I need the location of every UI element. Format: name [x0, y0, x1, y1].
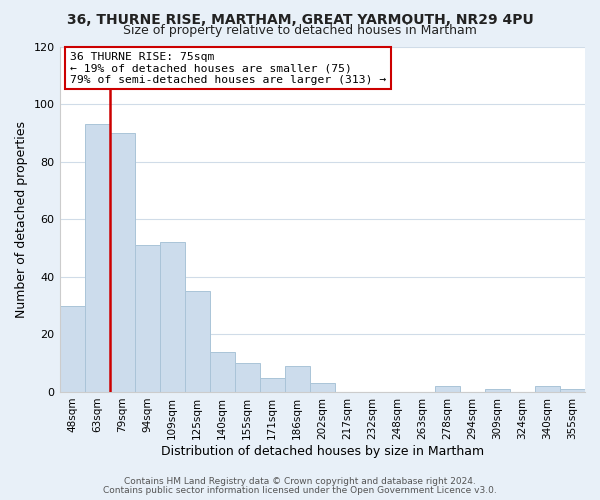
Text: 36 THURNE RISE: 75sqm
← 19% of detached houses are smaller (75)
79% of semi-deta: 36 THURNE RISE: 75sqm ← 19% of detached … — [70, 52, 386, 85]
Bar — [134, 245, 160, 392]
Bar — [310, 384, 335, 392]
Bar — [260, 378, 285, 392]
X-axis label: Distribution of detached houses by size in Martham: Distribution of detached houses by size … — [161, 444, 484, 458]
Text: 36, THURNE RISE, MARTHAM, GREAT YARMOUTH, NR29 4PU: 36, THURNE RISE, MARTHAM, GREAT YARMOUTH… — [67, 12, 533, 26]
Bar — [285, 366, 310, 392]
Bar — [435, 386, 460, 392]
Text: Contains HM Land Registry data © Crown copyright and database right 2024.: Contains HM Land Registry data © Crown c… — [124, 477, 476, 486]
Y-axis label: Number of detached properties: Number of detached properties — [15, 120, 28, 318]
Bar — [209, 352, 235, 392]
Text: Contains public sector information licensed under the Open Government Licence v3: Contains public sector information licen… — [103, 486, 497, 495]
Bar — [535, 386, 560, 392]
Bar — [485, 389, 510, 392]
Bar — [110, 133, 134, 392]
Bar — [235, 363, 260, 392]
Bar — [85, 124, 110, 392]
Bar — [59, 306, 85, 392]
Bar — [160, 242, 185, 392]
Bar — [560, 389, 585, 392]
Bar — [185, 291, 209, 392]
Text: Size of property relative to detached houses in Martham: Size of property relative to detached ho… — [123, 24, 477, 37]
